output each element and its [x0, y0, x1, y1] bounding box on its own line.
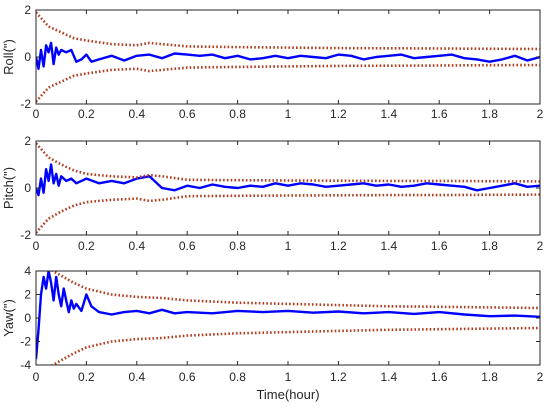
series-lower-bound [36, 193, 540, 234]
y-tick-label: -2 [20, 335, 31, 349]
x-tick-label: 1.4 [380, 107, 397, 121]
y-tick-label: -2 [20, 228, 31, 242]
x-tick-label: 1.8 [481, 239, 498, 253]
x-tick-label: 0.8 [229, 107, 246, 121]
y-tick-label: 4 [24, 264, 31, 278]
series-estimate [36, 163, 540, 197]
axes-frame [35, 270, 541, 366]
y-tick-label: 2 [24, 134, 31, 148]
y-tick-label: -4 [20, 358, 31, 372]
x-tick-label: 0.4 [128, 239, 145, 253]
x-tick-label: 0 [33, 370, 40, 384]
y-tick-label: 2 [24, 288, 31, 302]
x-tick-label: 0 [33, 239, 40, 253]
y-tick-label: 2 [24, 3, 31, 17]
x-tick-label: 1 [285, 239, 292, 253]
y-tick-label: 0 [24, 311, 31, 325]
x-tick-label: 1.2 [330, 239, 347, 253]
x-tick-label: 1.8 [481, 370, 498, 384]
x-tick-label: 0.6 [179, 239, 196, 253]
x-tick-label: 2 [537, 239, 544, 253]
x-tick-label: 0.6 [179, 107, 196, 121]
x-tick-label: 1.6 [431, 239, 448, 253]
x-tick-label: 1 [285, 370, 292, 384]
x-tick-label: 1.8 [481, 107, 498, 121]
x-tick-label: 0.2 [78, 239, 95, 253]
y-axis-label: Yaw(") [1, 299, 16, 337]
y-axis-label: Roll(") [1, 39, 16, 75]
x-tick-label: 1.4 [380, 370, 397, 384]
series-upper-bound [36, 11, 540, 51]
x-tick-label: 1.4 [380, 239, 397, 253]
x-tick-label: 0 [33, 107, 40, 121]
y-tick-label: 0 [24, 50, 31, 64]
x-tick-label: 0.6 [179, 370, 196, 384]
series-estimate [36, 41, 540, 70]
x-tick-label: 1.2 [330, 107, 347, 121]
series-upper-bound [50, 271, 540, 310]
y-tick-label: -2 [20, 97, 31, 111]
y-axis-label: Pitch(") [1, 167, 16, 209]
series-upper-bound [36, 142, 540, 183]
series-lower-bound [36, 63, 540, 103]
subplot-3: 0 0.2 0.4 0.6 0.8 1 1.2 1.4 1.6 1.8 2 4 2 0 -2 -4 Yaw(")… [1, 264, 544, 402]
x-tick-label: 1 [285, 107, 292, 121]
x-tick-label: 0.4 [128, 107, 145, 121]
series-estimate [36, 271, 540, 360]
x-tick-label: 1.6 [431, 370, 448, 384]
x-tick-label: 0.8 [229, 370, 246, 384]
x-axis-label: Time(hour) [256, 387, 319, 402]
x-tick-label: 0.2 [78, 107, 95, 121]
x-tick-label: 1.2 [330, 370, 347, 384]
x-tick-label: 2 [537, 370, 544, 384]
x-tick-label: 0.2 [78, 370, 95, 384]
x-tick-label: 1.6 [431, 107, 448, 121]
x-tick-label: 0.4 [128, 370, 145, 384]
x-tick-label: 2 [537, 107, 544, 121]
y-tick-label: 0 [24, 181, 31, 195]
x-tick-label: 0.8 [229, 239, 246, 253]
